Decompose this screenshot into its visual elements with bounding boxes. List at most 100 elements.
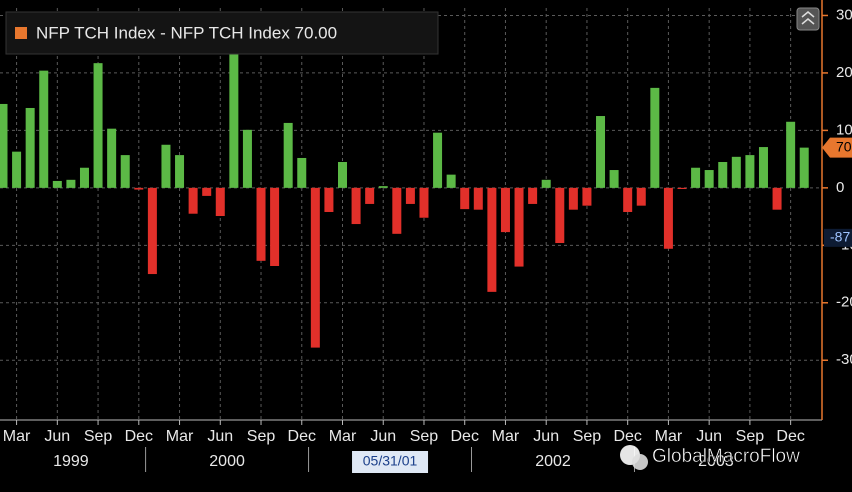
x-tick-label: Dec xyxy=(450,428,478,445)
bar xyxy=(772,187,782,210)
x-tick-label: Dec xyxy=(776,428,804,445)
bar xyxy=(677,187,687,190)
bars xyxy=(0,28,809,348)
bar xyxy=(419,187,429,218)
x-tick-label: Sep xyxy=(573,428,602,445)
bar xyxy=(338,161,347,188)
legend-swatch xyxy=(15,27,27,39)
bar xyxy=(297,157,307,188)
x-tick-label: Mar xyxy=(3,428,31,445)
y-tick-label: -300 xyxy=(836,351,852,368)
last-value-label: 70 xyxy=(836,138,852,154)
bar xyxy=(609,170,619,188)
watermark-group: GlobalMacroFlow xyxy=(620,445,800,470)
legend-text: NFP TCH Index - NFP TCH Index 70.00 xyxy=(36,23,337,42)
bar xyxy=(446,174,456,188)
watermark: GlobalMacroFlow xyxy=(652,446,800,467)
bar xyxy=(691,167,701,188)
marker-tag xyxy=(824,228,852,247)
bar xyxy=(324,187,334,212)
bar xyxy=(745,155,755,188)
x-tick-label: Jun xyxy=(207,428,233,445)
scroll-button[interactable] xyxy=(796,7,820,31)
x-tick-label: Mar xyxy=(492,428,520,445)
x-tick-label: Jun xyxy=(370,428,396,445)
x-tick-label: Sep xyxy=(736,428,765,445)
y-tick-label: 300 xyxy=(836,6,852,23)
x-tick-label: Sep xyxy=(247,428,276,445)
bar xyxy=(188,187,198,214)
bar xyxy=(378,186,388,188)
x-tick-label: Jun xyxy=(533,428,559,445)
x-tick-label: Dec xyxy=(125,428,153,445)
year-label: 05/31/01 xyxy=(363,453,418,469)
bar xyxy=(636,187,646,206)
bar xyxy=(270,187,280,267)
bar xyxy=(473,187,483,210)
marker-label: -87 xyxy=(830,229,850,245)
bar xyxy=(93,63,103,188)
bar xyxy=(392,187,402,234)
x-tick-label: Sep xyxy=(410,428,439,445)
scroll-icon xyxy=(801,11,815,25)
bar xyxy=(147,187,157,275)
bar xyxy=(555,187,565,244)
bar xyxy=(52,180,62,188)
y-tick-label: 0 xyxy=(836,179,844,196)
bar xyxy=(500,187,510,233)
x-tick-label: Mar xyxy=(329,428,357,445)
bar xyxy=(663,187,673,249)
x-tick-label: Mar xyxy=(166,428,194,445)
bar xyxy=(202,187,212,196)
bar xyxy=(433,132,443,188)
bar xyxy=(107,128,117,188)
bar xyxy=(799,147,809,188)
bar xyxy=(460,187,470,210)
legend-box xyxy=(5,11,439,55)
bar xyxy=(39,70,49,188)
bar xyxy=(718,161,728,188)
bar xyxy=(66,179,76,188)
bar xyxy=(134,187,144,190)
bar xyxy=(514,187,524,267)
year-label: 1999 xyxy=(53,453,89,470)
legend: NFP TCH Index - NFP TCH Index 70.00 xyxy=(5,11,439,55)
bar xyxy=(175,155,185,188)
y-tick-label: 200 xyxy=(836,64,852,81)
x-tick-label: Jun xyxy=(44,428,70,445)
bar xyxy=(310,187,320,348)
bar xyxy=(568,187,578,210)
x-tick-label: Dec xyxy=(613,428,641,445)
y-tick-label: -200 xyxy=(836,294,852,311)
bar xyxy=(120,155,130,188)
bar xyxy=(351,187,361,225)
bar xyxy=(405,187,415,204)
bar xyxy=(79,167,89,188)
year-label: 2002 xyxy=(535,453,571,470)
x-tick-label: Mar xyxy=(655,428,683,445)
year-label: 2003 xyxy=(698,453,734,470)
year-label: 2000 xyxy=(209,453,245,470)
bar xyxy=(758,147,768,188)
bar xyxy=(256,187,266,261)
bar xyxy=(541,179,551,188)
bar xyxy=(528,187,538,204)
last-value-tag xyxy=(822,137,852,158)
bar xyxy=(731,156,741,188)
bar xyxy=(0,103,8,188)
bar xyxy=(582,187,592,206)
bar xyxy=(242,129,252,188)
bar xyxy=(704,170,714,188)
axis: 3002001000-100-200-300MarJunSepDecMarJun… xyxy=(0,0,852,473)
y-tick-label: 100 xyxy=(836,121,852,138)
bar xyxy=(786,121,796,188)
x-tick-label: Dec xyxy=(288,428,316,445)
bar xyxy=(650,87,660,188)
bar xyxy=(623,187,633,212)
x-tick-label: Sep xyxy=(84,428,113,445)
bar xyxy=(215,187,225,217)
bar xyxy=(365,187,375,204)
bar xyxy=(161,144,171,188)
